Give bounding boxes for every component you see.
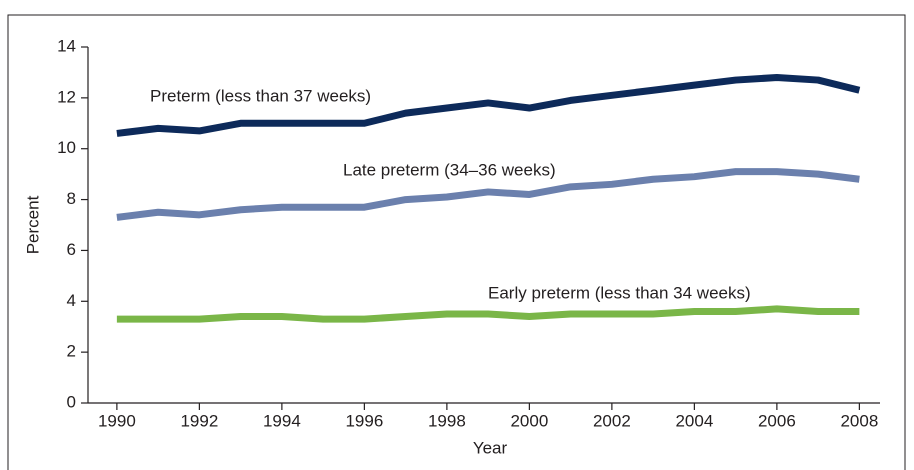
x-tick-label: 2006 [758, 411, 796, 430]
y-tick-label: 0 [67, 392, 76, 411]
x-tick-label: 2002 [593, 411, 631, 430]
y-tick-label: 8 [67, 189, 76, 208]
x-tick-label: 2008 [840, 411, 878, 430]
series-line [116, 168, 860, 221]
x-tick-label: 1994 [263, 411, 301, 430]
y-tick-label: 10 [57, 138, 76, 157]
series-line [116, 305, 860, 323]
x-tick-label: 1990 [98, 411, 136, 430]
y-axis-label: Percent [23, 195, 42, 254]
x-tick-label: 2000 [510, 411, 548, 430]
series-label: Preterm (less than 37 weeks) [150, 86, 371, 105]
series-line [116, 74, 861, 137]
x-tick-label: 2004 [675, 411, 713, 430]
x-tick-label: 1992 [180, 411, 218, 430]
frame [7, 14, 906, 470]
x-axis-label: Year [473, 438, 508, 457]
x-tick-label: 1996 [345, 411, 383, 430]
y-tick-label: 6 [67, 240, 76, 259]
x-tick-label: 1998 [428, 411, 466, 430]
series-label: Early preterm (less than 34 weeks) [488, 283, 751, 302]
y-tick-label: 2 [67, 342, 76, 361]
y-tick-label: 4 [67, 291, 76, 310]
series-label: Late preterm (34–36 weeks) [343, 160, 556, 179]
y-tick-label: 14 [57, 36, 76, 55]
y-tick-label: 12 [57, 87, 76, 106]
